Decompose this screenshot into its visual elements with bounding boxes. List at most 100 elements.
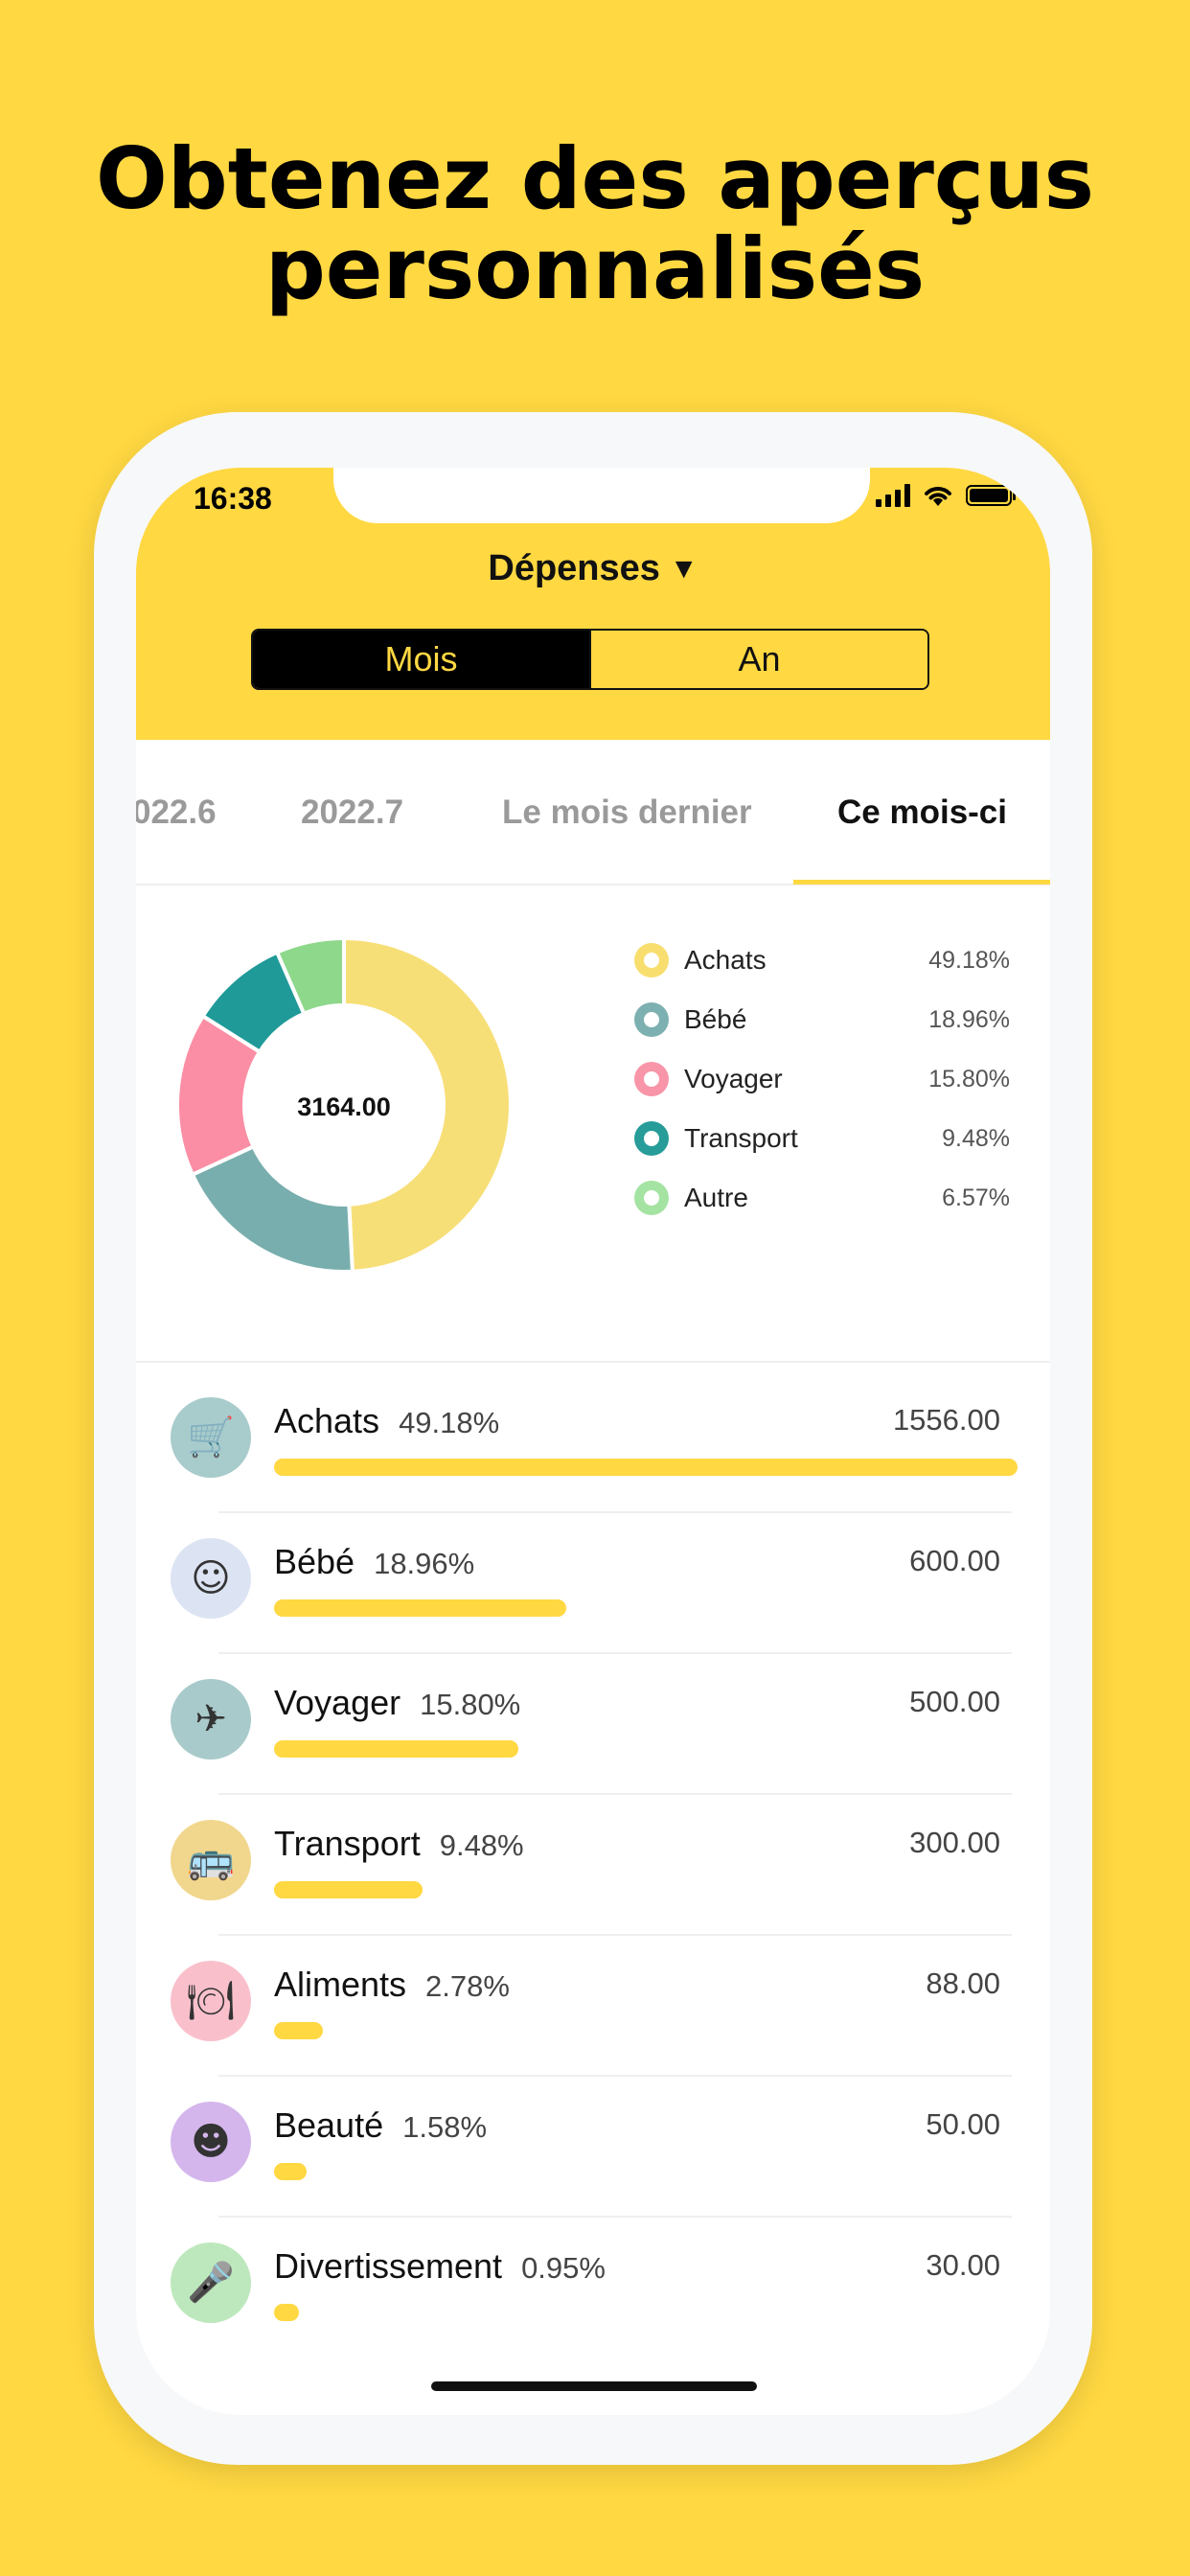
category-amount: 88.00 [926,1966,1000,2000]
period-segmented-control: Mois An [251,629,929,690]
category-name: Achats 49.18% [274,1401,499,1441]
category-bar [274,2022,324,2039]
tab-2022-6[interactable]: 022.6 [136,794,217,831]
divider [218,2216,1012,2218]
phone-notch [333,468,870,523]
category-bar-track [274,2022,1018,2039]
category-bar-track [274,1740,1018,1758]
category-percent: 2.78% [425,1969,510,2003]
category-percent: 9.48% [439,1828,524,1862]
category-row[interactable]: 🛒 Achats 49.18% 1556.00 [136,1372,1050,1513]
page-title: Dépenses [488,548,660,588]
category-name: Bébé 18.96% [274,1542,474,1582]
expenses-dropdown[interactable]: Dépenses ▼ [136,548,1050,589]
donut-slice-autre[interactable] [274,935,346,1017]
beauty-head-icon: ☻ [171,2102,251,2182]
legend-label: Transport [684,1123,798,1153]
cellular-signal-icon [876,484,910,507]
category-label: Achats [274,1401,380,1440]
legend-dot-icon [634,1062,669,1096]
header-area: 16:38 Dépenses ▼ Mois An [136,468,1050,740]
category-percent: 18.96% [374,1547,475,1580]
category-amount: 1556.00 [892,1403,1000,1437]
divider [218,1934,1012,1936]
category-row[interactable]: ✈ Voyager 15.80% 500.00 [136,1654,1050,1795]
chart-legend: Achats 49.18% Bébé 18.96% Voyager 15.80% Trans… [634,939,1037,1236]
category-name: Aliments 2.78% [274,1965,510,2005]
category-label: Transport [274,1824,421,1863]
legend-percent: 18.96% [928,1006,1010,1033]
food-plate-icon: 🍽 [171,1961,251,2041]
category-row[interactable]: 🍽 Aliments 2.78% 88.00 [136,1936,1050,2077]
category-amount: 500.00 [909,1685,1000,1718]
tab-this-month[interactable]: Ce mois-ci [837,794,1007,831]
baby-icon: ☺ [171,1538,251,1619]
category-bar [274,1740,518,1758]
wifi-icon [925,487,951,506]
category-label: Bébé [274,1542,355,1581]
category-glyph: ☺ [191,1556,231,1600]
airplane-icon: ✈ [171,1679,251,1760]
segment-year[interactable]: An [589,631,927,688]
segment-month[interactable]: Mois [253,631,589,688]
legend-item: Voyager 15.80% [634,1058,1037,1117]
phone-frame: 16:38 Dépenses ▼ Mois An 02 [94,412,1092,2465]
donut-slice-achats[interactable] [342,935,513,1274]
category-amount: 50.00 [926,2107,1000,2141]
tab-2022-7[interactable]: 2022.7 [301,794,404,831]
tab-last-month[interactable]: Le mois dernier [502,794,752,831]
category-bar [274,2304,300,2321]
category-glyph: 🍽 [186,1979,236,2023]
legend-percent: 49.18% [928,947,1010,974]
category-bar-track [274,2163,1018,2180]
category-name: Transport 9.48% [274,1824,524,1864]
shopping-cart-icon: 🛒 [171,1397,251,1478]
bus-icon: 🚌 [171,1820,251,1900]
period-tabs: 022.6 2022.7 Le mois dernier Ce mois-ci [136,740,1050,886]
legend-item: Achats 49.18% [634,939,1037,999]
caret-down-icon: ▼ [669,553,698,585]
promo-headline: Obtenez des aperçus personnalisés [0,134,1190,314]
legend-dot-icon [634,1121,669,1156]
category-row[interactable]: 🎤 Divertissement 0.95% 30.00 [136,2218,1050,2358]
donut-total: 3164.00 [297,1092,391,1121]
category-bar [274,1881,423,1898]
legend-label: Bébé [684,1004,747,1034]
category-label: Aliments [274,1965,407,2004]
active-tab-indicator [793,880,1050,885]
legend-item: Autre 6.57% [634,1177,1037,1236]
category-percent: 49.18% [399,1406,500,1439]
category-glyph: 🚌 [187,1838,235,1882]
legend-item: Bébé 18.96% [634,999,1037,1058]
category-row[interactable]: ☺ Bébé 18.96% 600.00 [136,1513,1050,1654]
category-bar [274,1459,1018,1476]
divider [218,2075,1012,2077]
legend-label: Autre [684,1183,748,1212]
legend-percent: 15.80% [928,1066,1010,1092]
headline-line-1: Obtenez des aperçus [95,129,1095,228]
category-bar [274,2163,308,2180]
category-label: Divertissement [274,2246,503,2286]
legend-label: Voyager [684,1064,783,1093]
category-name: Beauté 1.58% [274,2105,487,2146]
headline-line-2: personnalisés [264,219,926,318]
category-bar-track [274,1459,1018,1476]
legend-label: Achats [684,945,767,975]
category-row[interactable]: 🚌 Transport 9.48% 300.00 [136,1795,1050,1936]
category-bar-track [274,2304,1018,2321]
status-icons [876,483,1016,508]
category-amount: 300.00 [909,1826,1000,1859]
category-bar-track [274,1881,1018,1898]
category-glyph: ☻ [191,2120,231,2164]
category-label: Beauté [274,2105,384,2145]
category-glyph: 🛒 [187,1415,235,1460]
divider [218,1652,1012,1654]
divider [218,1793,1012,1795]
legend-dot-icon [634,1181,669,1215]
category-row[interactable]: ☻ Beauté 1.58% 50.00 [136,2077,1050,2218]
category-glyph: 🎤 [187,2261,235,2305]
legend-percent: 9.48% [942,1125,1010,1152]
home-indicator [431,2381,757,2391]
category-list: 🛒 Achats 49.18% 1556.00 ☺ Bébé 18.96% 600.00 ✈ Vo… [136,1372,1050,2358]
category-percent: 0.95% [521,2251,606,2285]
